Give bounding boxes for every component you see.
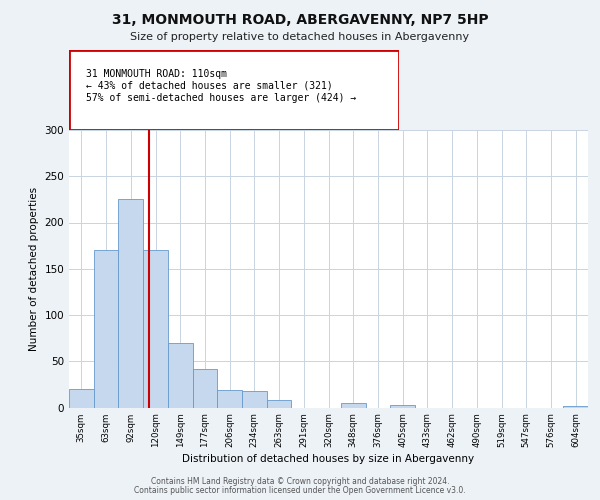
Bar [242,391,267,407]
Text: Contains HM Land Registry data © Crown copyright and database right 2024.: Contains HM Land Registry data © Crown c… [151,477,449,486]
Bar [217,390,242,407]
Y-axis label: Number of detached properties: Number of detached properties [29,186,39,351]
Text: 31 MONMOUTH ROAD: 110sqm
← 43% of detached houses are smaller (321)
57% of semi-: 31 MONMOUTH ROAD: 110sqm ← 43% of detach… [86,70,356,102]
Bar [143,250,168,408]
Text: 31, MONMOUTH ROAD, ABERGAVENNY, NP7 5HP: 31, MONMOUTH ROAD, ABERGAVENNY, NP7 5HP [112,12,488,26]
Text: Contains public sector information licensed under the Open Government Licence v3: Contains public sector information licen… [134,486,466,495]
Bar [267,400,292,407]
Text: Size of property relative to detached houses in Abergavenny: Size of property relative to detached ho… [130,32,470,42]
Bar [69,389,94,407]
Bar [168,343,193,407]
Bar [118,200,143,408]
Bar [94,250,118,408]
Bar [563,406,588,407]
Bar [193,368,217,408]
Bar [341,403,365,407]
X-axis label: Distribution of detached houses by size in Abergavenny: Distribution of detached houses by size … [182,454,475,464]
Bar [390,404,415,407]
